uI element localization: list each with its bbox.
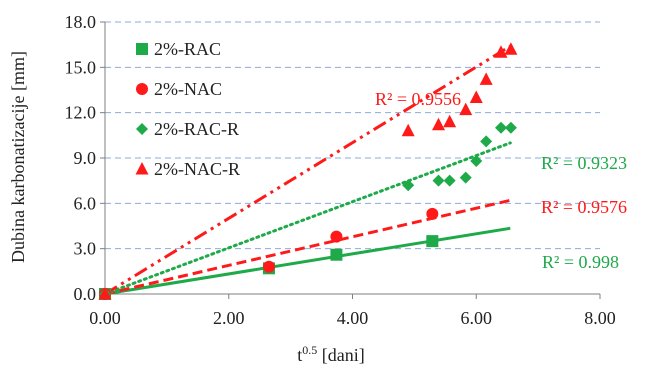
data-point — [443, 174, 456, 187]
data-point — [494, 45, 508, 58]
tick-labels: 0.00 2.00 4.00 6.00 8.00 0.0 3.0 6.0 9.0 12.0 15.0… — [65, 12, 616, 328]
data-point — [469, 90, 483, 104]
r2-label: R² = 0.998 — [542, 252, 619, 272]
data-point — [479, 72, 493, 85]
data-point — [459, 171, 472, 184]
trendlines — [103, 44, 512, 296]
legend-label: 2%-RAC-R — [154, 119, 239, 139]
legend-label: 2%-NAC — [154, 79, 222, 99]
r2-label: R² = 0.9323 — [541, 153, 627, 173]
legend-marker — [136, 43, 148, 55]
legend-label: 2%-RAC — [154, 39, 221, 59]
trendline — [104, 226, 511, 296]
data-point — [426, 207, 439, 220]
x-tick-label: 4.00 — [337, 308, 369, 328]
axis-titles: Dubina karbonatizacije [mm] t0.5 [dani] — [8, 51, 365, 365]
data-points — [98, 42, 518, 300]
r-squared-labels: R² = 0.998 R² = 0.9576 R² = 0.9323 R² = 0.9… — [375, 89, 627, 272]
gridlines — [105, 21, 600, 250]
data-point — [262, 260, 275, 273]
r2-label: R² = 0.9556 — [375, 89, 461, 109]
data-point — [432, 174, 445, 187]
data-point — [443, 114, 457, 128]
legend-marker — [136, 123, 148, 135]
data-point — [480, 135, 493, 148]
legend: 2%-RAC 2%-NAC 2%-RAC-R 2%-NAC-R — [135, 39, 240, 179]
data-point — [495, 121, 507, 134]
legend-marker — [135, 162, 149, 175]
trendline — [103, 141, 512, 296]
x-tick-label: 8.00 — [584, 308, 616, 328]
x-axis-title: t0.5 [dani] — [297, 343, 365, 365]
y-tick-label: 9.0 — [74, 148, 97, 168]
legend-label: 2%-NAC-R — [154, 159, 240, 179]
y-tick-label: 0.0 — [74, 284, 97, 304]
legend-marker — [136, 83, 148, 95]
y-tick-label: 6.0 — [74, 193, 97, 213]
y-tick-label: 12.0 — [65, 103, 97, 123]
data-point — [426, 235, 439, 248]
y-tick-label: 15.0 — [65, 57, 97, 77]
r2-label: R² = 0.9576 — [541, 197, 627, 217]
data-point — [470, 155, 483, 168]
x-tick-label: 2.00 — [213, 308, 245, 328]
trendline — [104, 44, 512, 296]
y-tick-label: 18.0 — [65, 12, 97, 32]
data-point — [402, 179, 415, 192]
data-point — [98, 287, 112, 300]
x-tick-label: 0.00 — [89, 308, 121, 328]
y-axis-title: Dubina karbonatizacije [mm] — [8, 51, 28, 263]
trendline — [104, 198, 511, 296]
data-point — [504, 42, 518, 55]
data-point — [504, 121, 517, 134]
data-point — [330, 230, 343, 243]
y-tick-label: 3.0 — [74, 239, 97, 259]
data-point — [432, 117, 446, 131]
data-point — [401, 123, 415, 137]
x-tick-label: 6.00 — [461, 308, 493, 328]
data-point — [330, 248, 343, 261]
data-point — [459, 102, 473, 116]
